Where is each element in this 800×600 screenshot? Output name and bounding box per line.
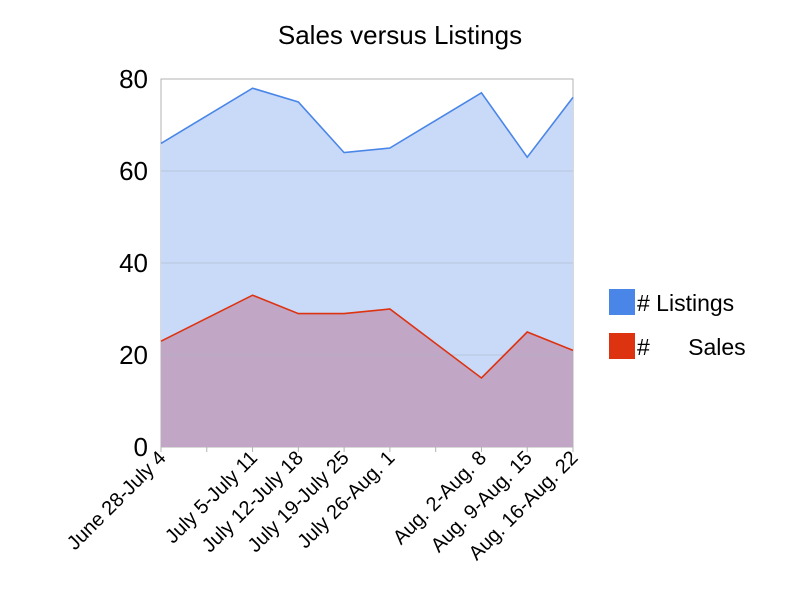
- series-line-0: [160, 87, 574, 159]
- x-tick-label: June 28-July 4: [63, 447, 171, 555]
- series-line-1: [160, 294, 574, 380]
- legend-label-1: # Sales: [637, 334, 746, 360]
- y-tick-label: 20: [119, 340, 148, 370]
- legend: # Listings # Sales: [609, 289, 746, 360]
- legend-swatch-0: [609, 289, 635, 315]
- chart-title: Sales versus Listings: [278, 20, 522, 50]
- y-tick-label: 0: [134, 432, 148, 462]
- legend-label-0: # Listings: [637, 290, 734, 316]
- y-tick-label: 40: [119, 248, 148, 278]
- y-tick-label: 60: [119, 156, 148, 186]
- legend-swatch-1: [609, 333, 635, 359]
- series-area-1: [161, 295, 573, 447]
- y-tick-label: 80: [119, 64, 148, 94]
